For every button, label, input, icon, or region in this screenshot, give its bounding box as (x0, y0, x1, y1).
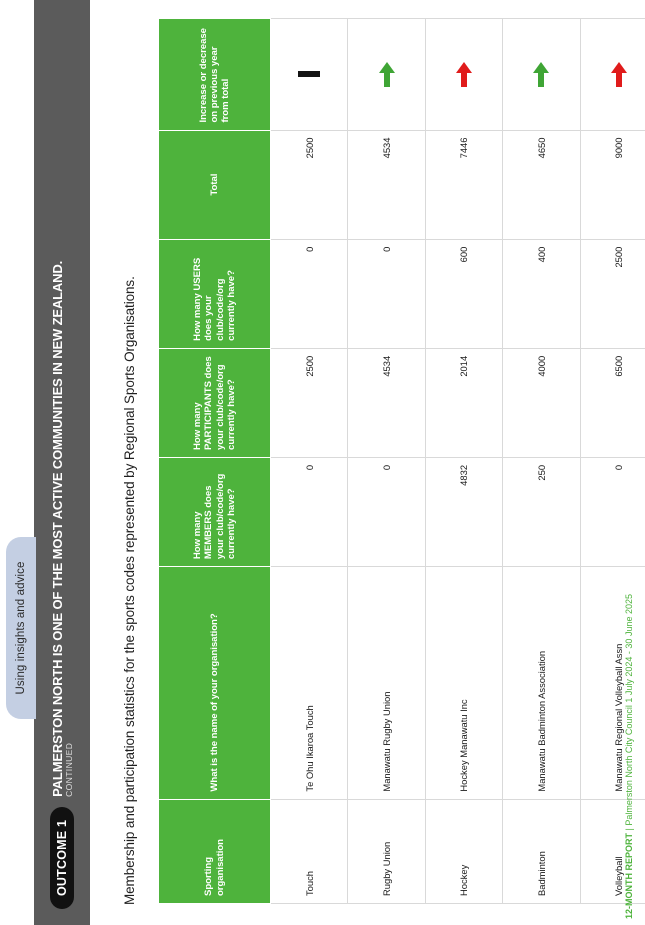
footer-detail: | Palmerston North City Council 1 July 2… (624, 594, 634, 833)
col-header-participants: How many PARTICIPANTS does your club/cod… (158, 348, 271, 458)
cell-participants: 2500 (270, 348, 348, 458)
chevron-mask (0, 2, 24, 62)
table-row: Badminton Manawatu Badminton Association 2… (502, 18, 581, 904)
cell-total: 4534 (347, 130, 426, 240)
footer-report-label: 12-MONTH REPORT (624, 832, 634, 919)
cell-sport: Rugby Union (347, 799, 426, 904)
cell-users: 400 (502, 239, 581, 349)
cell-sport: Hockey (425, 799, 503, 904)
cell-total: 2500 (270, 130, 348, 240)
cell-users: 0 (270, 239, 348, 349)
banner-subtitle: CONTINUED (63, 742, 74, 797)
cell-participants: 2014 (425, 348, 503, 458)
trend-up-icon (347, 18, 426, 131)
trend-down-icon (425, 18, 503, 131)
col-header-users: How many USERS does your club/code/org c… (158, 239, 271, 349)
table-body: Touch Te Ohu Ikaroa Touch 0 2500 0 2500 Rugby … (270, 18, 645, 904)
banner-title: PALMERSTON NORTH IS ONE OF THE MOST ACTI… (49, 260, 65, 797)
col-header-organisation-name: What is the name of your organisation? (158, 566, 271, 800)
cell-participants: 4534 (347, 348, 426, 458)
cell-members: 0 (347, 457, 426, 567)
col-header-members: How many MEMBERS does your club/code/org… (158, 457, 271, 567)
footer-text: 12-MONTH REPORT | Palmerston North City … (624, 594, 634, 919)
table-row: Rugby Union Manawatu Rugby Union 0 4534 0 453… (347, 18, 426, 904)
cell-total: 7446 (425, 130, 503, 240)
intro-sentence: Membership and participation statistics … (112, 0, 146, 905)
cell-organisation: Manawatu Rugby Union (347, 566, 426, 800)
cell-members: 250 (502, 457, 581, 567)
chevron-mask (0, 74, 24, 115)
col-header-total: Total (158, 130, 271, 240)
section-tab[interactable]: Using insights and advice (6, 537, 36, 719)
col-header-increase-decrease: Increase or decrease on previous year fr… (158, 18, 271, 131)
chevron-decoration (0, 0, 62, 115)
table-row: Touch Te Ohu Ikaroa Touch 0 2500 0 2500 (270, 18, 348, 904)
col-header-sporting-organisation: Sporting organisation (158, 799, 271, 904)
outcome-banner: OUTCOME 1 PALMERSTON NORTH IS ONE OF THE… (34, 0, 90, 925)
statistics-table: Sporting organisation What is the name o… (158, 18, 645, 904)
cell-sport: Touch (270, 799, 348, 904)
cell-organisation: Te Ohu Ikaroa Touch (270, 566, 348, 800)
cell-participants: 4000 (502, 348, 581, 458)
cell-members: 4832 (425, 457, 503, 567)
trend-flat-icon (270, 18, 348, 131)
statistics-table-wrapper: Sporting organisation What is the name o… (158, 18, 645, 904)
cell-total: 4650 (502, 130, 581, 240)
intro-text: Membership and participation statistics … (121, 276, 137, 905)
table-header-row: Sporting organisation What is the name o… (158, 18, 271, 904)
page-footer: 12-MONTH REPORT | Palmerston North City … (617, 0, 641, 925)
cell-users: 0 (347, 239, 426, 349)
cell-sport: Badminton (502, 799, 581, 904)
trend-up-icon (502, 18, 581, 131)
cell-users: 600 (425, 239, 503, 349)
cell-organisation: Manawatu Badminton Association (502, 566, 581, 800)
cell-organisation: Hockey Manawatu Inc (425, 566, 503, 800)
cell-members: 0 (270, 457, 348, 567)
section-tab-label: Using insights and advice (15, 561, 27, 695)
outcome-pill: OUTCOME 1 (49, 806, 75, 909)
table-row: Hockey Hockey Manawatu Inc 4832 2014 600 7446 (425, 18, 503, 904)
